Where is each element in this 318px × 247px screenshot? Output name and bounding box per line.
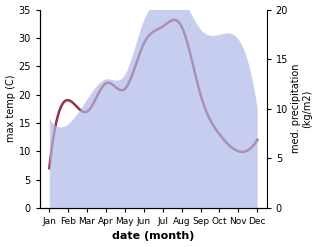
- X-axis label: date (month): date (month): [112, 231, 194, 242]
- Y-axis label: med. precipitation
(kg/m2): med. precipitation (kg/m2): [291, 64, 313, 153]
- Y-axis label: max temp (C): max temp (C): [5, 75, 16, 143]
